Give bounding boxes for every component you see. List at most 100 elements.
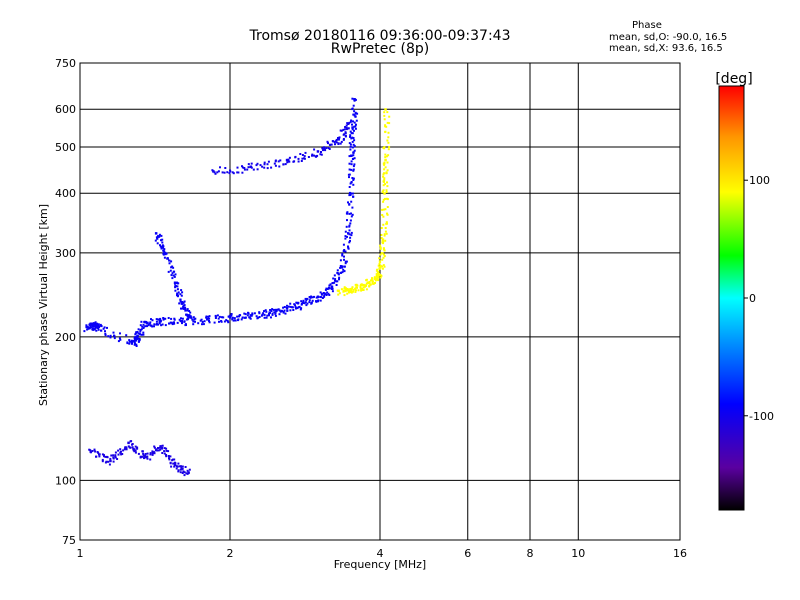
echo-point-5	[177, 470, 180, 473]
echo-point-1	[97, 328, 100, 331]
echo-point-2	[342, 289, 345, 292]
echo-point-3	[323, 146, 326, 149]
echo-point-3	[303, 157, 306, 160]
echo-point-5	[122, 449, 125, 452]
x-tick-label: 10	[571, 547, 585, 560]
echo-point-2	[340, 288, 343, 291]
echo-point-2	[381, 190, 384, 193]
echo-point-1	[349, 239, 351, 242]
echo-point-2	[383, 163, 386, 166]
echo-point-1	[274, 314, 277, 317]
echo-point-1	[350, 160, 353, 163]
echo-point-1	[300, 300, 303, 303]
echo-point-2	[382, 175, 385, 178]
echo-point-2	[359, 284, 362, 287]
echo-point-5	[141, 450, 144, 453]
echo-point-1	[94, 321, 97, 324]
echo-point-1	[343, 265, 346, 268]
echo-point-5	[169, 455, 172, 458]
echo-point-1	[301, 301, 305, 304]
echo-point-4	[189, 315, 192, 318]
echo-point-1	[349, 120, 352, 123]
phase-heading: Phase	[632, 20, 662, 31]
echo-point-5	[121, 453, 124, 455]
echo-point-1	[96, 322, 99, 325]
echo-point-1	[230, 313, 233, 315]
echo-point-1	[247, 311, 249, 314]
echo-point-1	[119, 332, 121, 335]
echo-point-3	[212, 170, 215, 173]
echo-point-1	[351, 97, 354, 100]
echo-point-5	[104, 455, 107, 458]
echo-point-2	[367, 282, 370, 284]
echo-point-3	[282, 163, 285, 166]
echo-point-1	[91, 323, 95, 327]
echo-point-2	[376, 278, 378, 281]
echo-point-2	[382, 215, 385, 218]
echo-point-5	[153, 446, 156, 449]
echo-point-1	[306, 297, 309, 300]
echo-point-1	[117, 340, 120, 343]
echo-point-1	[300, 303, 303, 306]
echo-point-1	[144, 325, 147, 328]
echo-point-1	[336, 269, 339, 272]
echo-point-1	[346, 219, 348, 222]
echo-point-2	[348, 291, 350, 294]
echo-point-1	[137, 328, 140, 331]
echo-point-1	[233, 319, 236, 322]
echo-point-3	[274, 164, 277, 167]
echo-point-5	[131, 446, 134, 449]
echo-point-1	[335, 280, 338, 283]
echo-point-2	[362, 286, 365, 289]
echo-point-5	[114, 451, 117, 454]
echo-point-5	[151, 452, 154, 455]
echo-point-1	[243, 312, 246, 315]
echo-point-3	[256, 162, 259, 165]
echo-point-3	[303, 155, 306, 158]
echo-point-1	[353, 145, 356, 148]
echo-point-4	[166, 257, 169, 260]
echo-point-2	[385, 125, 388, 128]
echo-point-1	[348, 186, 351, 188]
echo-point-2	[360, 287, 363, 290]
echo-point-3	[344, 132, 347, 135]
echo-point-1	[90, 326, 93, 329]
echo-point-1	[94, 322, 97, 325]
echo-point-2	[379, 246, 382, 249]
echo-point-1	[348, 162, 351, 165]
echo-point-1	[133, 340, 136, 342]
echo-point-5	[137, 452, 140, 455]
echo-point-1	[292, 309, 295, 311]
echo-point-2	[385, 232, 388, 235]
echo-point-2	[377, 264, 380, 267]
echo-point-4	[182, 301, 185, 304]
echo-point-1	[348, 203, 351, 206]
echo-point-3	[340, 129, 343, 132]
echo-point-1	[86, 328, 89, 331]
y-tick-label: 75	[62, 534, 76, 547]
echo-point-2	[385, 189, 388, 192]
echo-point-3	[313, 148, 316, 151]
echo-point-5	[101, 453, 104, 456]
echo-point-1	[176, 321, 179, 324]
echo-point-1	[264, 309, 267, 312]
echo-point-2	[383, 114, 386, 117]
echo-point-1	[230, 314, 233, 317]
echo-point-4	[175, 285, 177, 288]
echo-point-2	[386, 161, 389, 164]
echo-point-1	[350, 231, 353, 234]
echo-point-1	[150, 318, 152, 321]
echo-point-1	[249, 314, 253, 317]
echo-point-3	[250, 162, 253, 165]
echo-point-4	[162, 246, 164, 249]
echo-point-1	[208, 317, 211, 320]
echo-point-3	[327, 142, 329, 145]
echo-point-5	[161, 447, 164, 450]
echo-point-3	[252, 168, 255, 171]
echo-point-4	[162, 253, 165, 256]
echo-point-1	[352, 177, 355, 180]
echo-point-1	[133, 343, 136, 346]
echo-point-4	[180, 289, 183, 292]
echo-point-1	[349, 135, 351, 138]
echo-point-3	[321, 147, 324, 150]
